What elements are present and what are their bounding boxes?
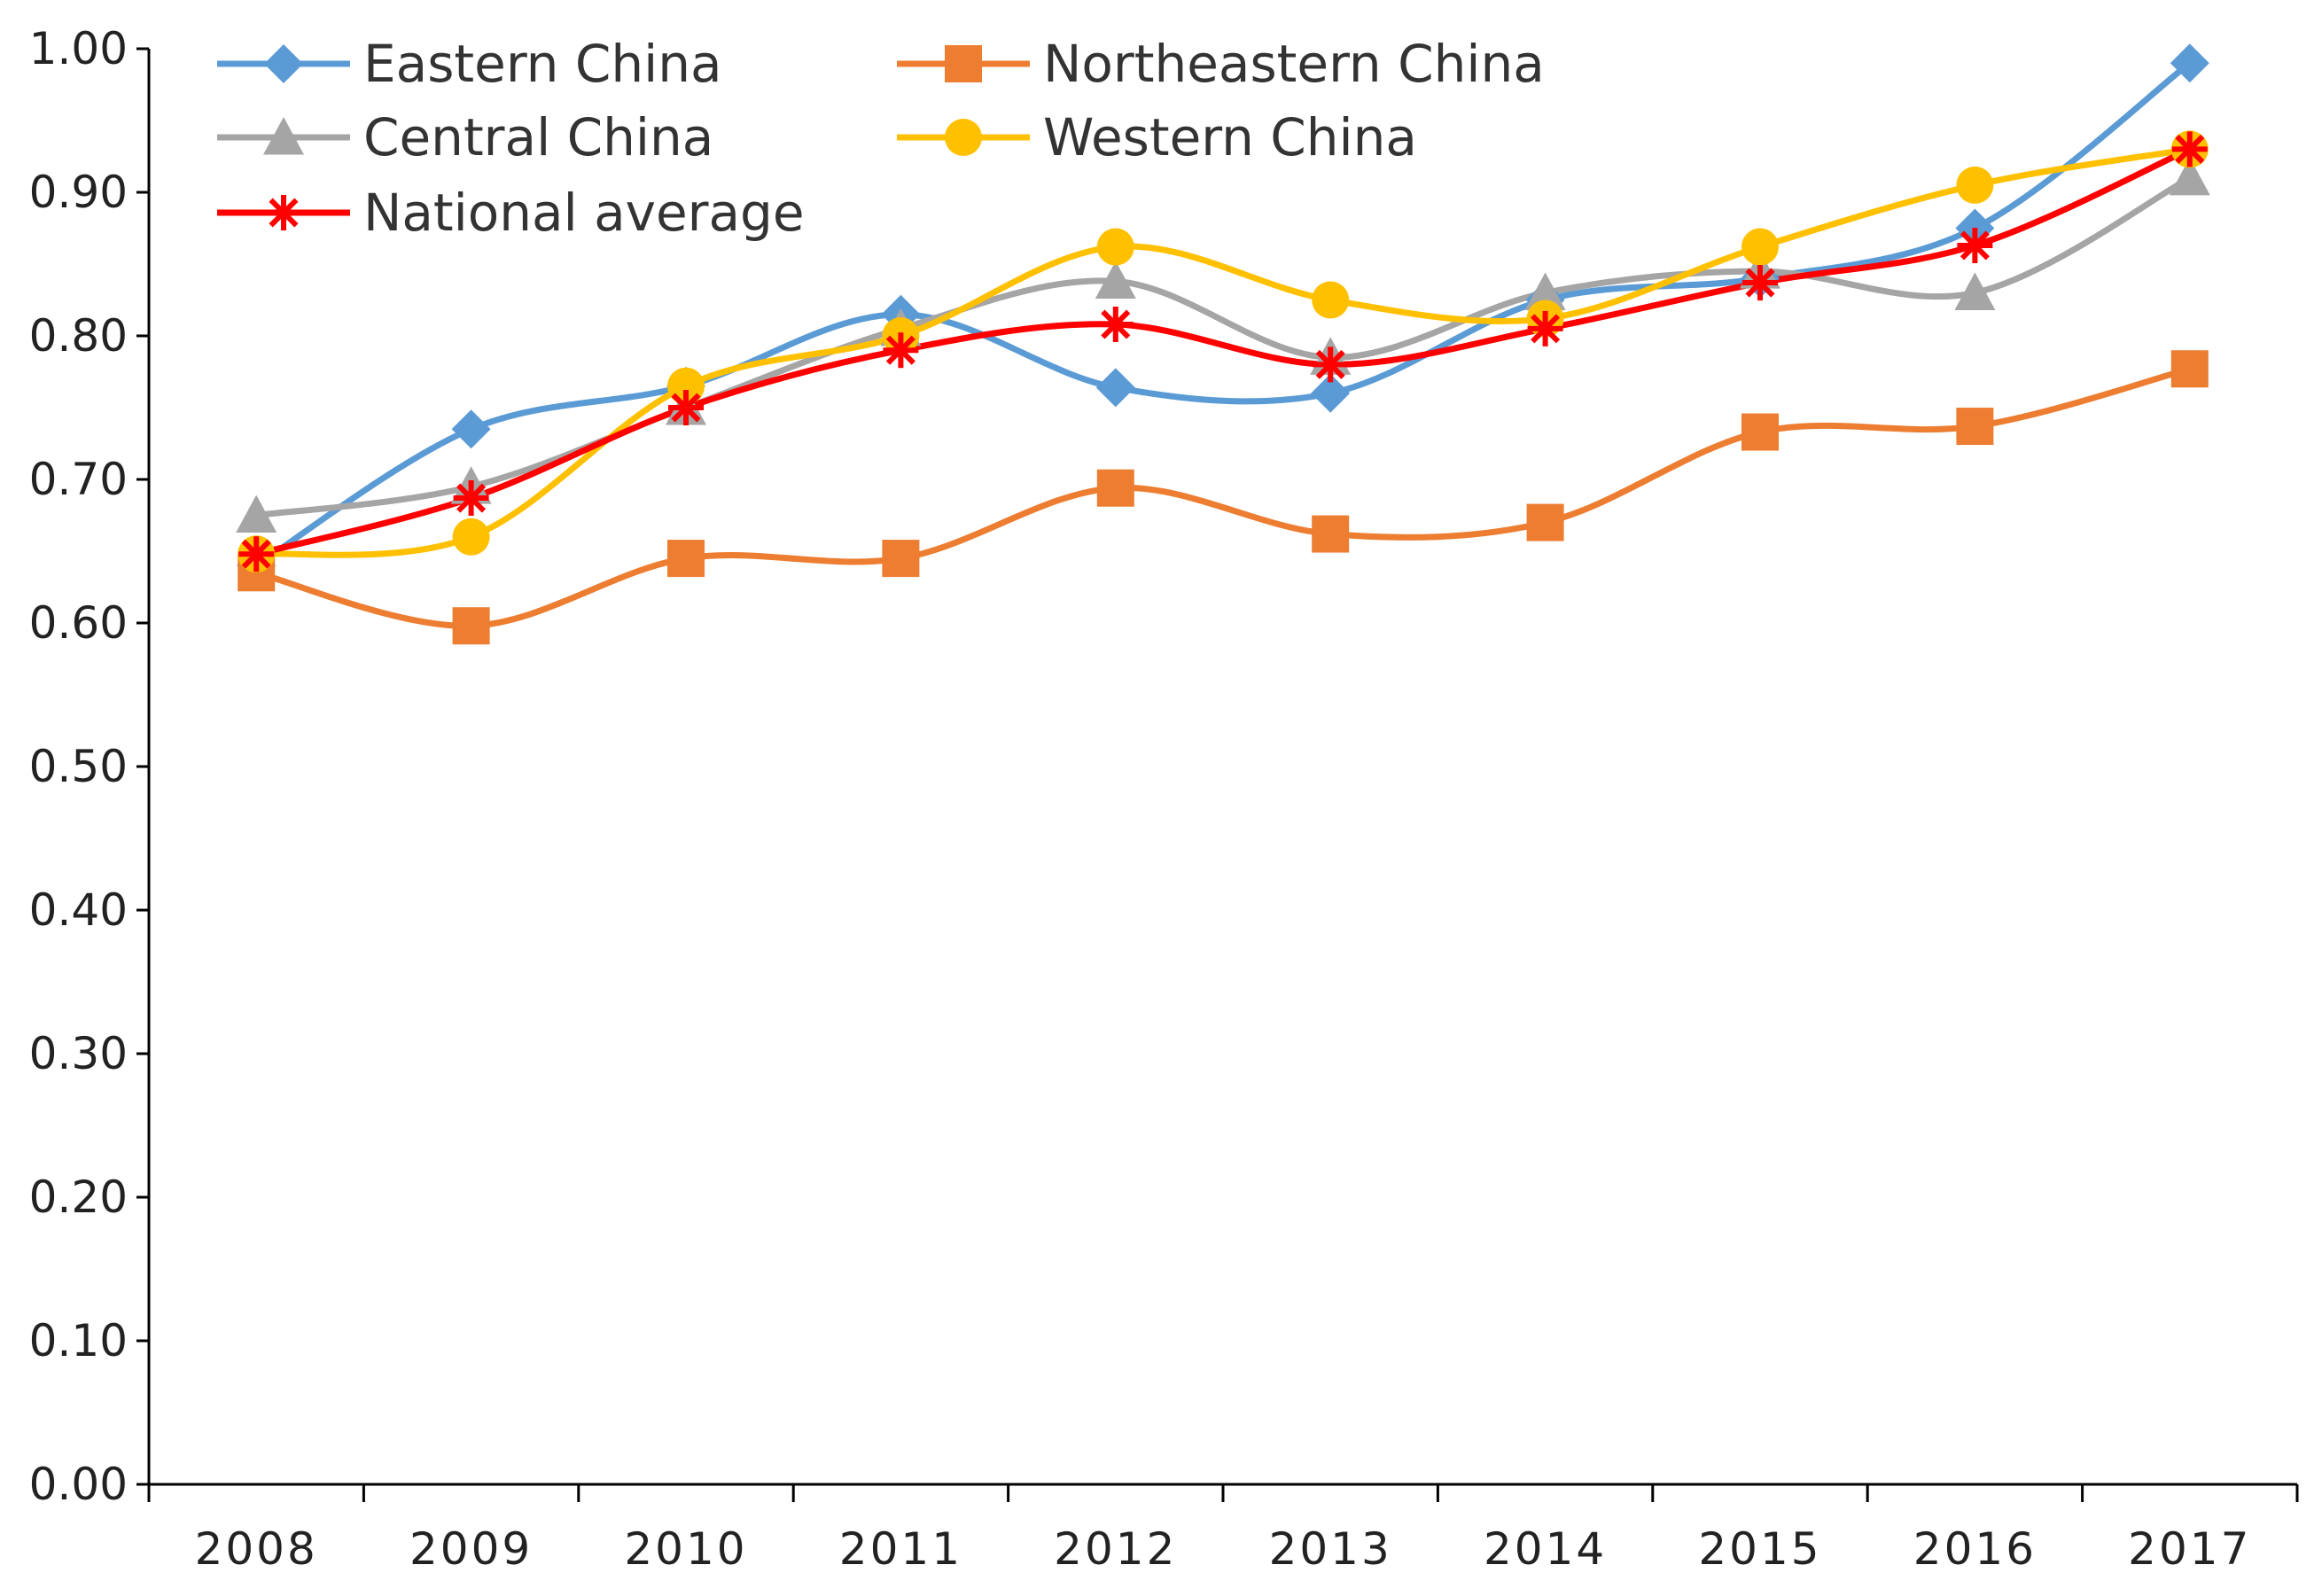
data-point-western-china-2015 xyxy=(1741,228,1779,266)
legend-swatch-marker xyxy=(266,195,301,230)
x-tick-label: 2009 xyxy=(409,1523,533,1575)
legend-label: Western China xyxy=(1043,107,1417,167)
x-tick-label: 2012 xyxy=(1054,1523,1177,1575)
series-line-national-average xyxy=(253,145,2193,557)
x-tick-label: 2011 xyxy=(839,1523,962,1575)
data-point-central-china-2016 xyxy=(1954,272,1996,310)
data-point-eastern-china-2013 xyxy=(1311,373,1351,413)
data-point-central-china-2012 xyxy=(1095,261,1136,299)
data-point-national-average-2013 xyxy=(1313,346,1349,383)
data-point-central-china-2017 xyxy=(2169,157,2210,196)
data-point-national-average-2012 xyxy=(1097,307,1134,343)
legend-label: National average xyxy=(363,183,805,243)
legend-item-central-china: Central China xyxy=(217,107,713,167)
data-point-western-china-2013 xyxy=(1312,281,1350,319)
series-line-northeastern-china xyxy=(253,365,2193,629)
data-point-eastern-china-2009 xyxy=(451,409,491,449)
data-point-national-average-2017 xyxy=(2171,131,2208,167)
legend-item-western-china: Western China xyxy=(897,107,1417,167)
x-tick-label: 2014 xyxy=(1484,1523,1607,1575)
data-point-northeastern-china-2017 xyxy=(2170,350,2209,388)
legend-item-national-average: National average xyxy=(217,183,805,243)
legend-label: Northeastern China xyxy=(1043,34,1545,94)
y-tick-label: 0.10 xyxy=(29,1315,128,1366)
y-tick-label: 0.40 xyxy=(29,884,128,936)
data-point-northeastern-china-2016 xyxy=(1956,408,1994,446)
y-tick-label: 0.60 xyxy=(29,597,128,649)
data-point-northeastern-china-2013 xyxy=(1312,515,1350,553)
x-tick-label: 2008 xyxy=(195,1523,318,1575)
series-markers xyxy=(236,43,2210,645)
legend-swatch-marker xyxy=(945,119,982,156)
data-point-northeastern-china-2009 xyxy=(452,607,490,645)
legend-label: Eastern China xyxy=(363,34,722,94)
data-point-national-average-2011 xyxy=(883,332,919,369)
legend-swatch-marker xyxy=(264,44,303,83)
x-tick-label: 2017 xyxy=(2128,1523,2251,1575)
data-point-eastern-china-2017 xyxy=(2170,43,2209,83)
y-tick-label: 0.50 xyxy=(29,741,128,792)
y-tick-label: 0.70 xyxy=(29,454,128,505)
legend-label: Central China xyxy=(363,107,713,167)
y-tick-label: 0.20 xyxy=(29,1172,128,1223)
x-tick-label: 2013 xyxy=(1269,1523,1392,1575)
data-point-central-china-2014 xyxy=(1524,272,1566,310)
series-lines xyxy=(253,59,2193,629)
data-point-northeastern-china-2015 xyxy=(1741,413,1779,451)
data-point-national-average-2009 xyxy=(453,480,489,517)
y-tick-label: 0.90 xyxy=(29,167,128,218)
axes: 0.00 0.10 0.20 0.30 0.40 0.50 0.60 0.70 0.80 0.90… xyxy=(29,23,2299,1575)
data-point-western-china-2012 xyxy=(1096,228,1134,266)
y-tick-label: 0.30 xyxy=(29,1028,128,1079)
data-point-national-average-2014 xyxy=(1527,310,1563,346)
legend-item-eastern-china: Eastern China xyxy=(217,34,722,94)
x-tick-label: 2016 xyxy=(1913,1523,2037,1575)
y-tick-label: 1.00 xyxy=(29,23,128,74)
data-point-central-china-2008 xyxy=(236,494,277,533)
x-tick-label: 2010 xyxy=(624,1523,747,1575)
data-point-western-china-2016 xyxy=(1956,166,1994,204)
y-tick-label: 0.00 xyxy=(29,1459,128,1510)
legend-item-northeastern-china: Northeastern China xyxy=(897,34,1545,94)
x-tick-label: 2015 xyxy=(1698,1523,1821,1575)
data-point-northeastern-china-2011 xyxy=(882,540,920,578)
legend: Eastern China Northeastern China Central C… xyxy=(217,34,1545,243)
legend-swatch-marker xyxy=(945,45,982,82)
data-point-northeastern-china-2010 xyxy=(667,540,705,578)
data-point-national-average-2016 xyxy=(1957,227,1993,263)
y-tick-label: 0.80 xyxy=(29,310,128,362)
series-line-western-china xyxy=(253,145,2193,558)
data-point-national-average-2008 xyxy=(238,536,275,572)
series-line-eastern-china xyxy=(253,59,2193,569)
data-point-northeastern-china-2012 xyxy=(1096,469,1134,507)
data-point-northeastern-china-2014 xyxy=(1526,503,1564,541)
legend-swatch-marker xyxy=(263,117,304,155)
data-point-national-average-2010 xyxy=(668,390,704,425)
data-point-eastern-china-2012 xyxy=(1095,368,1135,408)
data-point-western-china-2009 xyxy=(452,518,490,556)
data-point-national-average-2015 xyxy=(1742,265,1778,301)
